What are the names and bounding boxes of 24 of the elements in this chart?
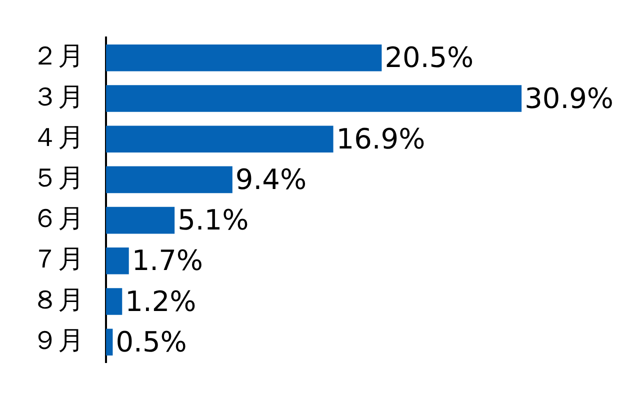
bar — [106, 126, 334, 152]
data-label: 0.5% — [116, 325, 187, 358]
y-tick-label: ５月 — [32, 163, 84, 194]
data-label: 1.2% — [125, 284, 196, 318]
y-tick-label: ８月 — [32, 285, 84, 316]
data-label: 1.7% — [132, 244, 204, 278]
y-tick-label: ９月 — [32, 326, 84, 356]
bar — [106, 328, 113, 356]
y-tick-label: ３月 — [32, 82, 84, 112]
data-label: 5.1% — [178, 204, 249, 237]
bar — [106, 85, 522, 112]
data-label: 16.9% — [336, 122, 426, 156]
bar — [106, 288, 122, 315]
bar — [106, 248, 129, 274]
y-tick-label: ２月 — [32, 42, 84, 72]
data-label: 20.5% — [384, 41, 474, 74]
bar — [106, 166, 232, 194]
bar — [106, 206, 175, 234]
data-label: 30.9% — [524, 82, 614, 115]
bar — [106, 44, 382, 72]
y-tick-label: ４月 — [32, 122, 84, 153]
data-label: 9.4% — [235, 162, 307, 196]
y-tick-label: ６月 — [32, 204, 84, 234]
y-tick-label: ７月 — [32, 244, 84, 275]
